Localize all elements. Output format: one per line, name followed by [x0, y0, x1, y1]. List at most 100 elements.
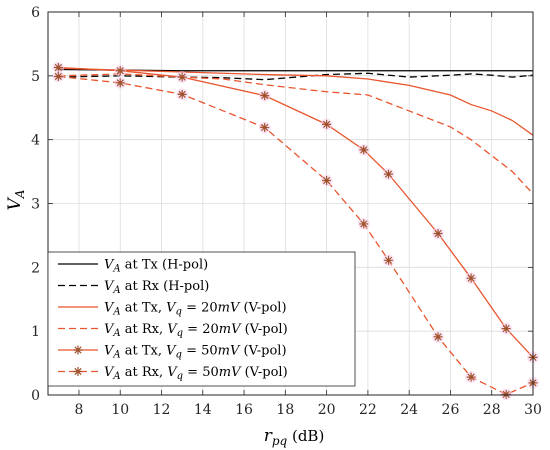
legend-box [47, 251, 356, 387]
legend-tail: (V-pol) [240, 322, 287, 337]
y-axis-label-var: V [5, 196, 25, 210]
x-tick-label: 12 [153, 402, 171, 418]
data-point [322, 119, 332, 129]
legend-q-var: V [167, 365, 178, 380]
x-axis-label-var: r [264, 426, 273, 446]
x-tick-label: 16 [235, 402, 253, 418]
data-point [177, 72, 187, 82]
y-tick-label: 3 [31, 197, 40, 213]
x-tick-label: 24 [400, 402, 418, 418]
x-tick-label: 14 [194, 402, 212, 418]
x-tick-label: 10 [111, 402, 129, 418]
legend-tail: (V-pol) [240, 365, 287, 380]
y-tick-label: 2 [31, 260, 40, 276]
y-axis-label-sub: A [13, 189, 27, 199]
data-point [433, 229, 443, 239]
legend-sub: A [112, 307, 120, 318]
x-tick-label: 18 [276, 402, 294, 418]
legend-rest: at Tx, [121, 301, 167, 316]
legend-var: V [104, 258, 115, 273]
legend-tail: (V-pol) [239, 344, 286, 359]
legend-q-var: V [167, 322, 178, 337]
y-tick-label: 0 [31, 388, 40, 404]
plot-frame [47, 11, 534, 396]
x-tick-label: 22 [359, 402, 377, 418]
legend-label: VA at Tx (H-pol) [104, 258, 208, 275]
legend-q-unit: mV [218, 344, 241, 359]
data-point [260, 91, 270, 101]
legend-var: V [104, 322, 115, 337]
legend-label: VA at Tx, Vq = 20mV (V-pol) [104, 301, 287, 318]
data-point [177, 89, 187, 99]
legend-sub: A [112, 328, 120, 339]
legend: VA at Tx (H-pol)VA at Rx (H-pol)VA at Tx… [47, 251, 356, 387]
legend-var: V [104, 279, 115, 294]
legend-rest: at Rx (H-pol) [121, 279, 210, 294]
legend-var: V [104, 301, 115, 316]
legend-q-var: V [166, 344, 177, 359]
legend-q-var: V [166, 301, 177, 316]
data-point [115, 78, 125, 88]
x-axis-label-unit: (dB) [287, 427, 324, 445]
legend-rest: at Rx, [121, 322, 168, 337]
legend-q-value: = 50 [182, 344, 218, 359]
series-5 [52, 61, 539, 364]
x-tick-label: 8 [74, 402, 83, 418]
y-axis-label: VA [5, 189, 27, 210]
series-4 [58, 73, 534, 195]
legend-sub: A [112, 350, 120, 361]
legend-q-value: = 20 [183, 322, 219, 337]
legend-marker [73, 367, 83, 376]
legend-entry: VA at Rx, Vq = 20mV (V-pol) [58, 322, 288, 339]
data-point [501, 389, 511, 399]
data-point [466, 273, 476, 283]
legend-entry: VA at Tx, Vq = 50mV (V-pol) [58, 344, 287, 361]
legend-label: VA at Rx, Vq = 20mV (V-pol) [104, 322, 288, 339]
series-6 [52, 70, 539, 401]
legend-q-unit: mV [219, 365, 242, 380]
data-point [359, 219, 369, 229]
legend-entry: VA at Tx, Vq = 20mV (V-pol) [58, 301, 287, 318]
data-point [359, 145, 369, 155]
legend-sub: A [112, 264, 120, 275]
y-tick-label: 6 [31, 5, 40, 21]
legend-label: VA at Rx (H-pol) [104, 279, 209, 296]
legend-rest: at Rx, [121, 365, 168, 380]
legend-sub: A [112, 285, 120, 296]
y-tick-label: 1 [31, 324, 40, 340]
legend-entry: VA at Rx (H-pol) [58, 279, 209, 296]
x-tick-label: 30 [524, 402, 542, 418]
data-point [466, 372, 476, 382]
legend-sub: A [112, 371, 120, 382]
legend-entry: VA at Tx (H-pol) [58, 258, 208, 275]
legend-var: V [104, 365, 115, 380]
series-line [58, 67, 534, 136]
y-tick-label: 5 [31, 69, 40, 85]
legend-q-sub: q [176, 307, 182, 318]
data-point [322, 176, 332, 186]
legend-q-value: = 20 [182, 301, 218, 316]
legend-tail: (V-pol) [239, 301, 286, 316]
legend-label: VA at Tx, Vq = 50mV (V-pol) [104, 344, 287, 361]
data-point [53, 63, 63, 73]
legend-q-value: = 50 [183, 365, 219, 380]
legend-q-unit: mV [218, 301, 241, 316]
data-point [384, 255, 394, 265]
legend-label: VA at Rx, Vq = 50mV (V-pol) [104, 365, 288, 382]
data-point [260, 123, 270, 133]
x-axis-label: rpq (dB) [264, 426, 325, 448]
x-tick-label: 20 [318, 402, 336, 418]
series-layer [52, 61, 539, 401]
legend-q-unit: mV [219, 322, 242, 337]
y-tick-label: 4 [31, 133, 40, 149]
legend-entry: VA at Rx, Vq = 50mV (V-pol) [58, 365, 288, 382]
series-3 [58, 67, 534, 136]
data-point [501, 324, 511, 334]
x-tick-label: 28 [483, 402, 501, 418]
x-tick-label: 26 [442, 402, 460, 418]
data-point [433, 332, 443, 342]
legend-rest: at Tx, [121, 344, 167, 359]
legend-q-sub: q [177, 328, 183, 339]
data-point [384, 169, 394, 179]
